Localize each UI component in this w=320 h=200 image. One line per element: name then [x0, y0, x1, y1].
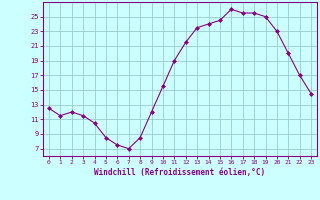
X-axis label: Windchill (Refroidissement éolien,°C): Windchill (Refroidissement éolien,°C) — [94, 168, 266, 177]
